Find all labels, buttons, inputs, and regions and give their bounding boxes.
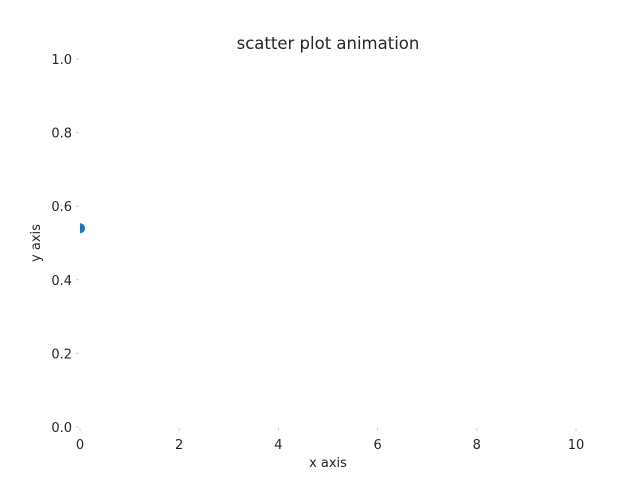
y-tick-label: 1.0 xyxy=(51,53,72,68)
x-axis-label: x axis xyxy=(309,456,347,471)
scatter-points xyxy=(80,223,85,234)
x-tick-label: 8 xyxy=(473,438,481,453)
chart-title: scatter plot animation xyxy=(237,34,420,53)
x-tick-label: 6 xyxy=(373,438,381,453)
x-tick-label: 2 xyxy=(175,438,183,453)
x-axis-ticks: 0 2 4 6 8 10 xyxy=(76,428,584,453)
y-axis-ticks: 0.0 0.2 0.4 0.6 0.8 1.0 xyxy=(51,53,79,436)
x-tick-label: 4 xyxy=(274,438,282,453)
y-tick-label: 0.6 xyxy=(51,200,72,215)
y-tick-label: 0.4 xyxy=(51,274,72,289)
y-axis-label: y axis xyxy=(29,224,44,262)
x-tick-label: 0 xyxy=(76,438,84,453)
x-tick-label: 10 xyxy=(568,438,585,453)
scatter-point xyxy=(80,223,85,234)
y-tick-label: 0.2 xyxy=(51,347,72,362)
y-tick-label: 0.8 xyxy=(51,127,72,142)
y-tick-label: 0.0 xyxy=(51,421,72,436)
